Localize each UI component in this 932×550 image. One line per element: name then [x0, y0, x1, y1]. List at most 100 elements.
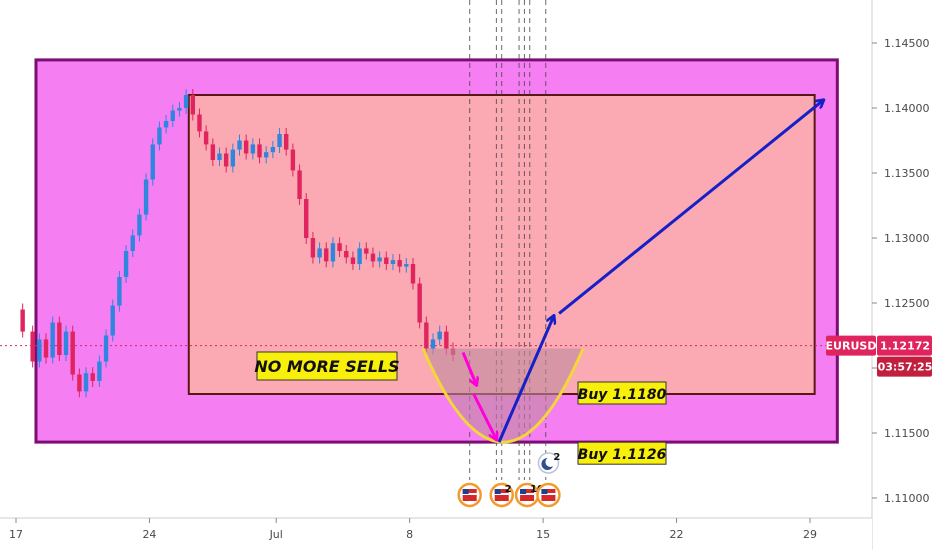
flag-white-stripe — [541, 493, 556, 495]
candle-body — [357, 248, 362, 264]
candle-body — [83, 373, 89, 392]
candle-body — [77, 374, 82, 392]
flag-white-stripe — [462, 493, 477, 495]
event-count: 10 — [530, 484, 544, 495]
candle-body — [263, 152, 269, 158]
no-more-sells-text: NO MORE SELLS — [254, 357, 399, 376]
moon-event-icon[interactable]: 2 — [537, 452, 560, 474]
forecast-arrow-up — [558, 100, 823, 315]
countdown-label: 03:57:25 — [878, 361, 932, 374]
flag-white-stripe — [520, 493, 535, 495]
candle-body — [297, 170, 302, 199]
x-tick-label: 8 — [406, 528, 413, 541]
candle-body — [310, 238, 316, 258]
x-tick-label: 24 — [142, 528, 156, 541]
time-axis-bg — [0, 518, 872, 550]
candle-body — [230, 149, 236, 167]
symbol-label: EURUSD — [826, 340, 877, 353]
forecast-arrows — [461, 100, 823, 443]
event-badges[interactable]: 2 10 2 — [457, 452, 561, 508]
candle-body — [123, 251, 129, 277]
y-tick-label: 1.12500 — [884, 297, 930, 310]
candle-body — [30, 331, 35, 362]
candle-body — [390, 260, 396, 264]
flag-canton — [520, 489, 527, 494]
candle-body — [217, 153, 222, 160]
candle-body — [210, 144, 216, 160]
candle-body — [37, 339, 42, 362]
us-flag-event-icon[interactable] — [536, 482, 561, 508]
moon-count: 2 — [553, 452, 560, 463]
forecast-arrow-down — [461, 351, 476, 385]
candle-body — [324, 248, 329, 262]
x-tick-label: 22 — [670, 528, 684, 541]
y-tick-label: 1.11500 — [884, 427, 930, 440]
flag-canton — [541, 489, 548, 494]
candle-body — [63, 331, 69, 355]
candle-body — [424, 322, 429, 349]
range-boxes — [34, 58, 839, 444]
candle-body — [50, 322, 55, 358]
y-tick-label: 1.14000 — [884, 102, 930, 115]
candle-body — [410, 264, 416, 284]
candle-body — [157, 127, 162, 145]
buy-2-text: Buy 1.1126 — [578, 447, 667, 463]
flag-canton — [494, 489, 501, 494]
bottom-bowl — [421, 347, 585, 444]
buy-1-box — [577, 381, 667, 405]
us-flag-event-icon[interactable]: 2 — [489, 482, 514, 508]
candle-body — [223, 153, 229, 167]
flag-white-stripe — [494, 493, 509, 495]
price-axis-bg — [872, 0, 932, 550]
flag-canton — [462, 489, 469, 494]
candle-body — [437, 331, 442, 340]
candle-body — [183, 95, 189, 108]
candle-body — [317, 248, 322, 258]
candle-body — [20, 309, 25, 332]
candle-body — [197, 114, 202, 132]
forecast-arrow-down — [472, 393, 497, 440]
moon-cut — [545, 457, 556, 467]
candle-body — [237, 140, 242, 150]
candle-body — [444, 331, 449, 349]
candle-body — [364, 248, 369, 254]
candle-body — [350, 257, 356, 264]
us-flag-event-icon[interactable] — [457, 482, 482, 508]
symbol-badge[interactable] — [826, 335, 876, 356]
candle-body — [163, 121, 169, 128]
candle-body — [370, 253, 376, 262]
no-more-sells-box — [256, 351, 398, 381]
candle-body — [397, 260, 402, 267]
candle-body — [137, 214, 142, 236]
candle-body — [384, 257, 389, 264]
x-tick-label: 29 — [803, 528, 817, 541]
y-tick-label: 1.14500 — [884, 37, 930, 50]
candle-body — [177, 108, 182, 111]
candle-body — [190, 95, 195, 115]
candle-body — [257, 144, 262, 158]
candle-body — [97, 361, 102, 381]
candle-body — [304, 199, 309, 238]
candle-body — [243, 140, 249, 154]
candle-body — [270, 147, 276, 153]
candle-body — [143, 179, 149, 215]
forecast-arrow-up — [497, 316, 554, 443]
candle-body — [110, 305, 115, 336]
candle-body — [250, 144, 256, 154]
candle-body — [130, 235, 135, 251]
candle-body — [43, 339, 49, 358]
last-price-badge[interactable] — [877, 335, 932, 356]
x-tick-label: Jul — [269, 528, 283, 541]
candle-body — [330, 243, 336, 262]
candle-body — [150, 144, 155, 180]
price-line — [0, 89, 872, 398]
buy-1-text: Buy 1.1180 — [578, 387, 667, 403]
candle-body — [277, 134, 282, 147]
x-tick-label: 17 — [9, 528, 23, 541]
us-flag-event-icon[interactable]: 10 — [514, 482, 544, 508]
candle-body — [430, 339, 436, 349]
countdown-badge[interactable] — [877, 356, 932, 377]
annotations: NO MORE SELLS Buy 1.1180 Buy 1.1126 — [254, 351, 667, 465]
